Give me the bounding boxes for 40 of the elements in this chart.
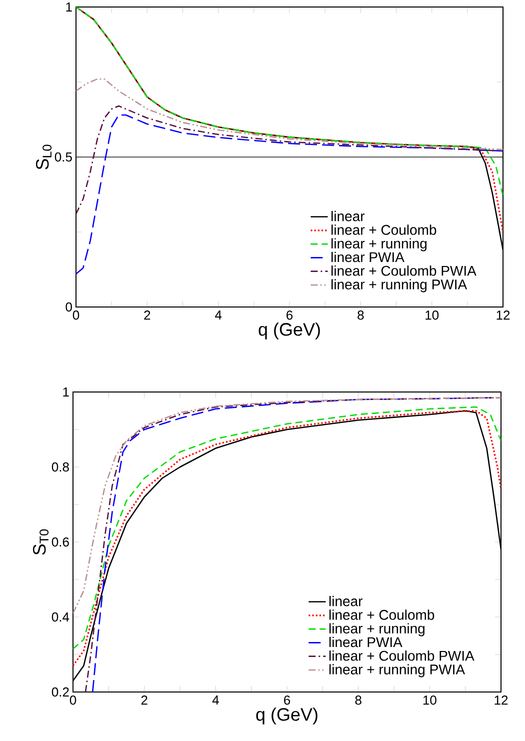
legend-label: linear — [332, 210, 365, 222]
legend-label: linear + running PWIA — [329, 664, 466, 678]
y-tick-label: 0 — [66, 302, 72, 312]
x-axis-title: q (GeV) — [256, 708, 318, 724]
y-tick-label: 0.4 — [52, 612, 70, 622]
x-tick-label: 2 — [141, 696, 148, 705]
line-series — [76, 6, 504, 197]
legend-label: linear + running PWIA — [332, 279, 468, 292]
y-axis-title: S$_{L0}$ — [36, 144, 52, 170]
x-tick-label: 6 — [284, 696, 290, 705]
y-tick-label: 1 — [63, 388, 69, 396]
legend-label: linear PWIA — [329, 636, 402, 648]
x-tick-label: 10 — [423, 696, 436, 705]
legend-label: linear + Coulomb — [332, 224, 436, 235]
x-tick-label: 8 — [358, 310, 364, 320]
y-tick-label: 0.6 — [52, 537, 69, 547]
x-tick-label: 12 — [494, 696, 508, 705]
legend-label: linear + Coulomb PWIA — [329, 650, 474, 661]
x-tick-label: 2 — [144, 310, 150, 320]
line-series — [76, 114, 504, 275]
legend-label: linear — [329, 596, 363, 606]
line-series — [76, 78, 504, 150]
legend-label: linear + Coulomb PWIA — [332, 266, 476, 276]
y-tick-label: 1 — [66, 2, 72, 12]
legend-label: linear + Coulomb — [329, 610, 434, 620]
y-axis-title: S$_{T0}$ — [32, 529, 49, 555]
x-tick-label: 12 — [496, 310, 510, 320]
legend-label: linear + running — [329, 623, 424, 636]
x-tick-label: 8 — [355, 696, 362, 705]
x-tick-label: 6 — [286, 310, 293, 320]
x-tick-label: 10 — [426, 310, 439, 320]
y-tick-label: 0.8 — [52, 462, 69, 472]
x-axis-title: q (GeV) — [258, 322, 320, 340]
legend-label: linear + running — [332, 238, 427, 252]
y-tick-label: 0.2 — [52, 687, 69, 697]
legend-label: linear PWIA — [332, 252, 404, 262]
x-tick-label: 0 — [72, 310, 80, 320]
y-tick-label: 0.5 — [54, 152, 72, 162]
x-tick-label: 4 — [215, 310, 222, 320]
x-tick-label: 4 — [212, 696, 219, 704]
